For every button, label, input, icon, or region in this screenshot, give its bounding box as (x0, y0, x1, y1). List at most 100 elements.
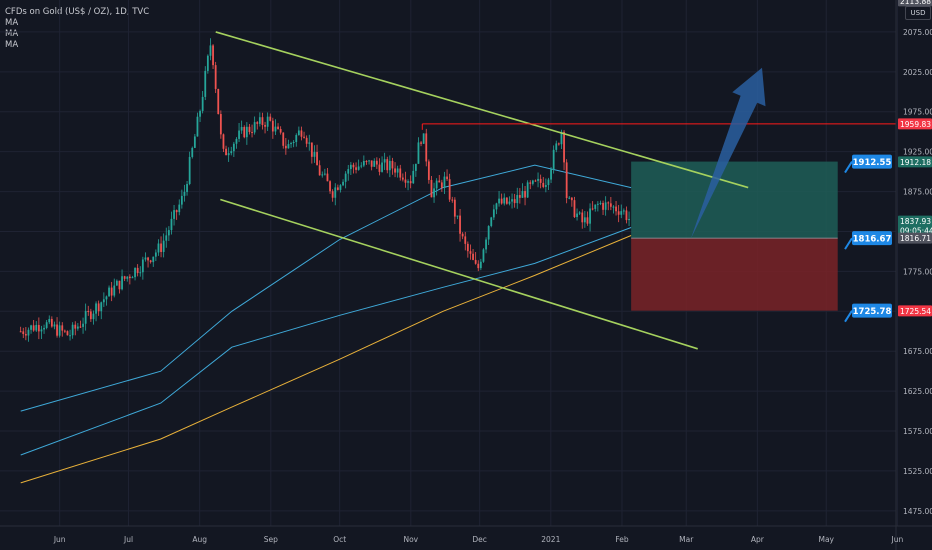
candle-body (69, 335, 71, 337)
time-tick-label: Jul (123, 535, 133, 544)
indicator-ma-2[interactable]: MA (5, 29, 19, 39)
candle-body (570, 197, 573, 201)
candle-body (323, 173, 326, 175)
candle-body (82, 323, 84, 327)
candle-body (97, 303, 100, 312)
candle-body (422, 133, 425, 144)
candle-body (386, 159, 389, 171)
candle-body (284, 145, 287, 149)
time-tick-label: Jun (891, 535, 904, 544)
candle-body (466, 243, 469, 252)
candle-body (271, 120, 274, 132)
candle-body (152, 256, 155, 263)
price-callouts: 1912.55 1816.67 1725.78 (844, 154, 892, 323)
candle-body (219, 114, 222, 135)
candle-body (45, 322, 48, 328)
candle-body (438, 180, 441, 183)
candle-body (547, 179, 550, 186)
price-tags: 2113.88 1959.83 1912.18 1837.9309:05:441816… (898, 0, 932, 317)
candle-body (199, 110, 201, 117)
candle-body (173, 210, 175, 219)
candle-body (607, 202, 610, 204)
candle-body (105, 296, 108, 300)
candle-body (115, 280, 118, 286)
channel-trendline (220, 198, 698, 350)
callout-box (852, 231, 892, 246)
time-tick-label: Sep (264, 535, 278, 544)
candle-body (492, 209, 495, 218)
candle-body (544, 185, 547, 187)
candle-body (524, 191, 526, 198)
candle-body (308, 142, 311, 144)
candle-body (144, 257, 147, 260)
candle-body (290, 143, 292, 145)
candle-body (518, 195, 521, 198)
currency-selector[interactable]: USD (905, 6, 931, 20)
candle-body (591, 208, 594, 210)
price-tag (898, 118, 932, 130)
candle-body (404, 179, 407, 183)
time-tick-label: Aug (192, 535, 207, 544)
candle-body (396, 168, 399, 173)
time-tick-label: Nov (403, 535, 418, 544)
candle-body (183, 191, 186, 196)
candle-body (180, 195, 183, 205)
candle-body (362, 160, 365, 166)
candle-body (526, 182, 529, 198)
candle-body (123, 276, 126, 279)
candle-body (92, 313, 95, 320)
trade-zones (631, 161, 838, 311)
candle-body (206, 55, 209, 71)
candle-body (251, 131, 253, 133)
candle-body (505, 197, 508, 204)
candle-body (27, 329, 30, 336)
candle-body (258, 117, 261, 124)
candle-body (292, 141, 295, 144)
candle-body (464, 236, 467, 244)
candle-body (84, 310, 87, 324)
candle-body (412, 170, 415, 184)
candle-body (253, 122, 256, 133)
candle-body (557, 143, 560, 145)
candle-body (235, 138, 238, 144)
candle-body (87, 310, 90, 312)
candle-body (43, 327, 45, 330)
candle-body (204, 70, 207, 97)
candle-body (565, 162, 568, 199)
candle-body (456, 215, 459, 217)
candle-body (617, 211, 620, 215)
candle-body (394, 168, 396, 173)
moving-averages (20, 164, 632, 484)
candle-body (482, 249, 485, 262)
candle-body (581, 212, 584, 223)
candle-body (602, 202, 604, 210)
candle-body (209, 45, 212, 56)
symbol-title[interactable]: CFDs on Gold (US$ / OZ), 1D, TVC (5, 7, 150, 17)
candle-body (178, 204, 181, 213)
candle-body (542, 182, 545, 187)
candle-body (108, 287, 110, 297)
candle-body (373, 160, 376, 167)
candle-body (531, 180, 534, 184)
candle-body (563, 131, 565, 163)
callout-label: 1725.78 (853, 307, 892, 317)
indicator-ma-3[interactable]: MA (5, 40, 19, 50)
moving-average-line (20, 227, 632, 456)
price-tag-label: 1959.83 (900, 120, 931, 129)
indicator-ma-1[interactable]: MA (5, 18, 19, 28)
candle-body (594, 204, 597, 209)
candle-body (165, 235, 168, 241)
candle-body (261, 117, 264, 125)
candle-body (316, 152, 318, 166)
candle-body (446, 176, 448, 180)
time-tick-label: May (818, 535, 834, 544)
candle-body (30, 325, 32, 330)
candle-body (529, 182, 532, 184)
drawing-tools (215, 31, 896, 350)
candle-body (186, 184, 188, 192)
candle-body (472, 253, 474, 260)
candle-body (58, 325, 61, 336)
callout-label: 1912.55 (853, 158, 892, 168)
candle-body (407, 181, 409, 183)
